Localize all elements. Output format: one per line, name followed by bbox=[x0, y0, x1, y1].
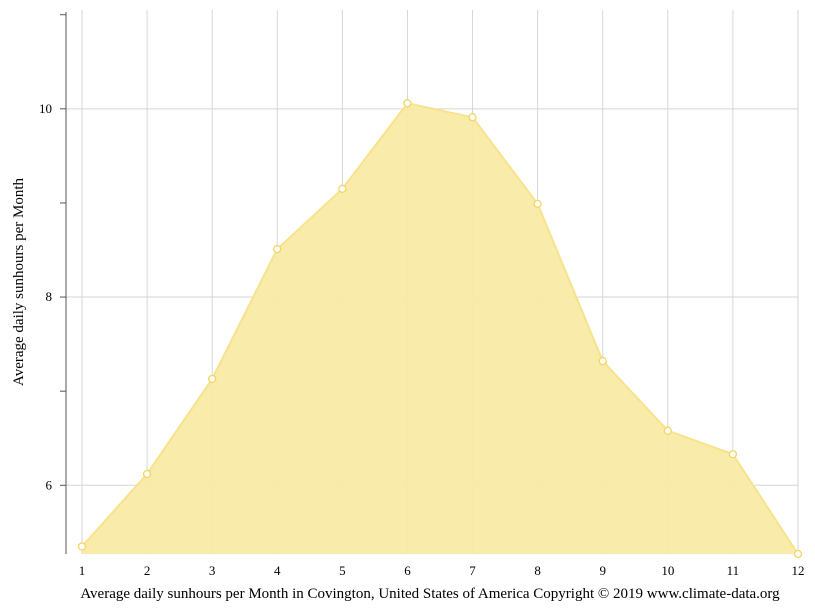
data-point bbox=[468, 113, 477, 122]
data-point bbox=[663, 426, 672, 435]
series-line bbox=[81, 102, 799, 555]
x-tick-label: 12 bbox=[792, 563, 805, 578]
data-point bbox=[728, 450, 738, 459]
x-tick-label: 8 bbox=[534, 563, 541, 578]
x-tick-label: 10 bbox=[661, 563, 674, 578]
x-ticks: 1 2 3 4 5 6 7 8 9 10 11 12 bbox=[79, 563, 805, 578]
data-points bbox=[77, 99, 803, 559]
data-point bbox=[273, 244, 282, 254]
x-tick-label: 9 bbox=[599, 563, 606, 578]
y-tick-label: 6 bbox=[46, 477, 53, 492]
y-tick-label: 10 bbox=[39, 101, 52, 116]
y-axis-title: Average daily sunhours per Month bbox=[11, 178, 27, 387]
data-point bbox=[403, 99, 412, 108]
data-point bbox=[142, 469, 152, 479]
chart-title: Average daily sunhours per Month in Covi… bbox=[80, 586, 780, 602]
x-tick-label: 11 bbox=[727, 563, 740, 578]
x-tick-label: 7 bbox=[469, 563, 476, 578]
data-point bbox=[598, 356, 607, 366]
data-point bbox=[338, 184, 347, 193]
x-tick-label: 3 bbox=[209, 563, 216, 578]
data-point bbox=[77, 542, 87, 551]
x-tick-label: 2 bbox=[144, 563, 151, 578]
series-area bbox=[82, 103, 798, 555]
data-point bbox=[208, 374, 217, 384]
data-point bbox=[793, 549, 803, 559]
x-tick-label: 5 bbox=[339, 563, 346, 578]
x-tick-label: 1 bbox=[79, 563, 86, 578]
x-tick-label: 6 bbox=[404, 563, 411, 578]
y-tick-label: 8 bbox=[46, 289, 53, 304]
data-point bbox=[533, 199, 542, 209]
y-ticks: 6 8 10 bbox=[39, 14, 66, 492]
x-tick-label: 4 bbox=[274, 563, 281, 578]
